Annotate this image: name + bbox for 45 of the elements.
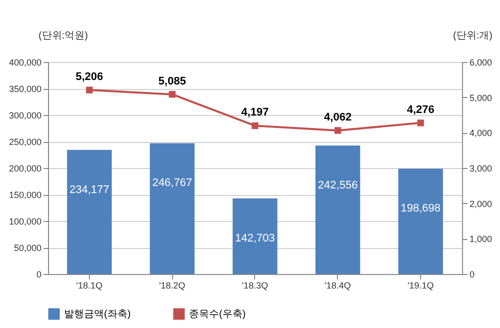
x-tick-label: '18.3Q <box>242 280 268 290</box>
y2-tick-label: 3,000 <box>470 164 492 174</box>
point <box>86 86 93 94</box>
y-tick-label: 100,000 <box>8 216 42 226</box>
x-tick-label: '19.1Q <box>407 280 434 290</box>
data-label: 198,698 <box>400 202 440 215</box>
data-label: 242,556 <box>318 179 358 192</box>
y-tick-label: 400,000 <box>8 58 42 68</box>
y-tick-label: 350,000 <box>8 84 42 94</box>
bar <box>67 150 112 274</box>
y2-tick-label: 4,000 <box>470 128 492 138</box>
y-tick-label: 300,000 <box>8 110 42 120</box>
y2-tick-label: 6,000 <box>470 58 492 68</box>
y2-tick-label: 2,000 <box>470 198 492 209</box>
legend-label: 종목수(우축) <box>189 309 246 320</box>
y2-tick-label: 5,000 <box>470 92 492 103</box>
point <box>417 120 424 126</box>
y2-tick-label: 1,000 <box>470 234 492 244</box>
data-label: 4,062 <box>324 111 352 124</box>
data-label: 4,276 <box>406 104 434 116</box>
bar <box>150 143 195 274</box>
y-tick-label: 50,000 <box>14 243 42 253</box>
data-label: 5,085 <box>158 75 186 88</box>
point <box>168 90 176 98</box>
y-tick-label: 150,000 <box>8 190 42 200</box>
data-label: 246,767 <box>152 177 192 190</box>
y-tick-label: 0 <box>36 270 42 280</box>
y2-tick-label: 0 <box>470 270 475 280</box>
y-tick-label: 250,000 <box>8 137 42 147</box>
x-tick-label: '18.4Q <box>324 280 351 290</box>
x-tick-label: '18.1Q <box>76 280 103 290</box>
x-tick-label: '18.2Q <box>159 280 186 290</box>
bar <box>315 145 360 274</box>
point <box>334 127 342 134</box>
data-label: 234,177 <box>70 184 110 196</box>
bar <box>398 168 443 274</box>
point <box>252 122 258 130</box>
bar <box>232 198 278 274</box>
data-label: 142,703 <box>235 232 275 244</box>
y-tick-label: 200,000 <box>8 164 42 174</box>
y-axis-title: (단위:억원) <box>38 30 88 42</box>
data-label: 4,197 <box>241 106 269 119</box>
y2-axis-title: (단위:개) <box>453 30 492 42</box>
legend-label: 발행금액(좌축) <box>64 309 131 320</box>
data-label: 5,206 <box>76 71 104 84</box>
